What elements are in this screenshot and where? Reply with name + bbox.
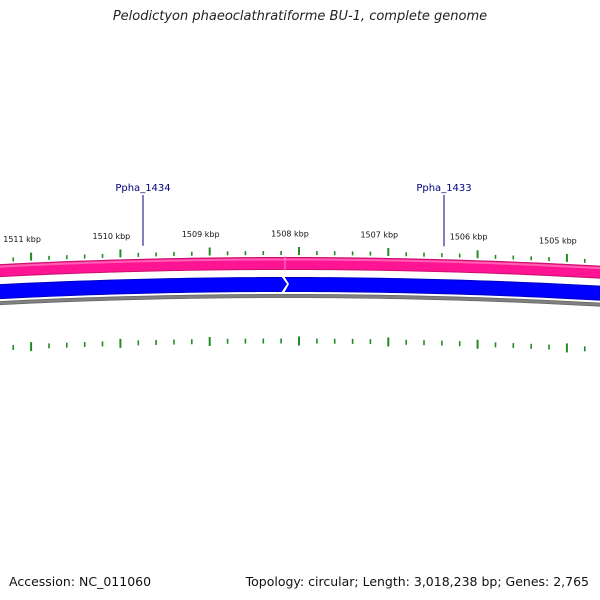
- gene-label-ppha_1433: Ppha_1433: [416, 183, 471, 194]
- scale-label: 1507 kbp: [360, 230, 398, 239]
- scale-label: 1505 kbp: [539, 236, 577, 245]
- upper-tick-row: [12, 247, 586, 263]
- gene-labels: Ppha_1434 Ppha_1433: [115, 183, 472, 247]
- lower-tick-row: [12, 336, 586, 353]
- scale-label: 1508 kbp: [271, 230, 309, 239]
- scale-label: 1509 kbp: [182, 230, 220, 239]
- scale-labels: 1511 kbp 1510 kbp 1509 kbp 1508 kbp 1507 kbp…: [3, 230, 577, 246]
- scale-label: 1510 kbp: [93, 232, 131, 241]
- genome-summary: Topology: circular; Length: 3,018,238 bp…: [245, 574, 589, 589]
- reverse-gene-arrowhead: [281, 276, 289, 293]
- accession-label: Accession: NC_011060: [9, 574, 152, 589]
- strand-rings: [0, 256, 600, 307]
- backbone-ring: [0, 294, 600, 306]
- map-title: Pelodictyon phaeoclathratiforme BU-1, co…: [112, 9, 488, 24]
- scale-label: 1506 kbp: [450, 233, 488, 242]
- scale-label: 1511 kbp: [3, 235, 41, 244]
- forward-strand-highlight: [0, 258, 600, 270]
- forward-strand-ring: [0, 258, 600, 278]
- reverse-strand-ring: [0, 278, 600, 300]
- gene-label-ppha_1434: Ppha_1434: [115, 183, 170, 194]
